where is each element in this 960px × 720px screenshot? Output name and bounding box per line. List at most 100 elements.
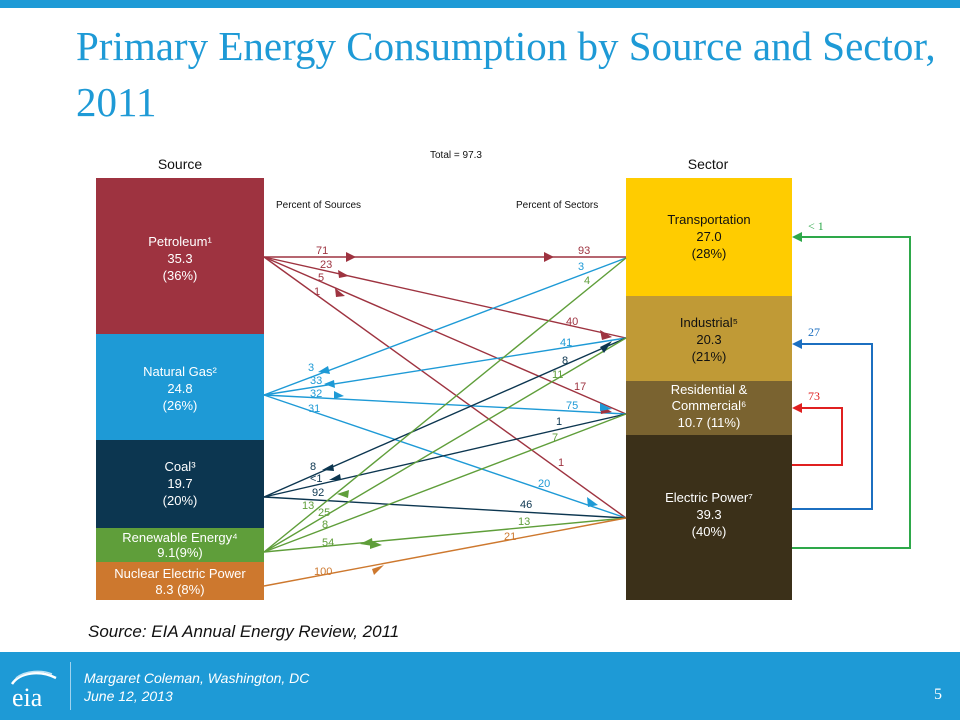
feedback-line-industrial xyxy=(792,343,873,510)
flow-line xyxy=(263,256,627,415)
flow-line xyxy=(263,394,627,519)
flow-line xyxy=(263,256,627,519)
feedback-arrow-transportation xyxy=(792,232,802,242)
flow-label: 20 xyxy=(538,478,550,490)
flow-label: 71 xyxy=(316,245,328,257)
flow-line xyxy=(263,413,627,553)
flow-label: 13 xyxy=(302,500,314,512)
source-box-petroleum xyxy=(96,178,264,334)
footer-bar: eia Margaret Coleman, Washington, DC Jun… xyxy=(0,652,960,720)
coal-name: Coal³ xyxy=(164,459,196,474)
feedback-label-transportation: < 1 xyxy=(808,219,824,233)
source-box-renewable xyxy=(96,528,264,562)
flow-label: 46 xyxy=(520,499,532,511)
feedback-line-transportation xyxy=(792,236,911,549)
petroleum-name: Petroleum¹ xyxy=(148,234,212,249)
sector-box-industrial xyxy=(626,296,792,381)
flow-label: 75 xyxy=(566,400,578,412)
res-com-name: Residential & xyxy=(671,382,748,397)
sector-box-electric-power xyxy=(626,435,792,600)
sector-header: Sector xyxy=(688,156,729,172)
natural-gas-name: Natural Gas² xyxy=(143,364,217,379)
industrial-name: Industrial⁵ xyxy=(680,315,738,330)
petroleum-value: 35.3 xyxy=(167,251,192,266)
eia-logo-text: eia xyxy=(12,683,43,712)
flow-line xyxy=(263,337,627,396)
flow-label: 1 xyxy=(314,286,320,298)
sector-box-residential-commercial xyxy=(626,381,792,435)
source-box-nuclear xyxy=(96,562,264,600)
flow-line xyxy=(263,337,627,498)
flow-label: 21 xyxy=(504,531,516,543)
flow-label: 92 xyxy=(312,487,324,499)
transportation-pct: (28%) xyxy=(692,246,727,261)
industrial-pct: (21%) xyxy=(692,349,727,364)
source-boxes xyxy=(96,178,264,600)
feedback-label-industrial: 27 xyxy=(808,325,820,339)
slide-number: 5 xyxy=(934,686,942,703)
flow-label: 93 xyxy=(578,245,590,257)
coal-value: 19.7 xyxy=(167,476,192,491)
flow-label: 5 xyxy=(318,272,324,284)
renewable-name: Renewable Energy⁴ xyxy=(122,530,237,545)
presenter-name: Margaret Coleman, Washington, DC xyxy=(84,670,310,686)
flow-label: 33 xyxy=(310,375,322,387)
transportation-value: 27.0 xyxy=(696,229,721,244)
transportation-name: Transportation xyxy=(667,212,750,227)
sector-boxes xyxy=(626,178,792,600)
flow-label: 17 xyxy=(574,381,586,393)
flow-label: 54 xyxy=(322,537,334,549)
flow-label: 32 xyxy=(310,388,322,400)
res-com-name-2: Commercial⁶ xyxy=(672,398,747,413)
source-header: Source xyxy=(158,156,203,172)
flow-label: 31 xyxy=(308,403,320,415)
feedback-arrow-industrial xyxy=(792,339,802,349)
flow-label: 8 xyxy=(562,355,568,367)
feedback-line-residential xyxy=(792,407,843,466)
flow-label: 8 xyxy=(322,519,328,531)
flow-line xyxy=(263,413,627,498)
flow-label: 13 xyxy=(518,516,530,528)
flow-label: 11 xyxy=(552,369,563,381)
flow-label: 40 xyxy=(566,316,578,328)
flow-label: 7 xyxy=(552,432,558,444)
eia-logo: eia xyxy=(10,670,57,712)
flow-label: 41 xyxy=(560,337,572,349)
footer-divider xyxy=(70,662,71,710)
natural-gas-pct: (26%) xyxy=(163,398,198,413)
flow-line xyxy=(263,257,627,553)
flow-line xyxy=(263,517,627,553)
slide-title: Primary Energy Consumption by Source and… xyxy=(76,23,936,125)
presentation-date: June 12, 2013 xyxy=(84,688,173,704)
renewable-value: 9.1(9%) xyxy=(157,545,203,560)
industrial-value: 20.3 xyxy=(696,332,721,347)
flow-label: 23 xyxy=(320,259,332,271)
flow-label: 25 xyxy=(318,507,330,519)
electric-power-value: 39.3 xyxy=(696,507,721,522)
petroleum-pct: (36%) xyxy=(163,268,198,283)
feedback-arrow-residential xyxy=(792,403,802,413)
electric-power-name: Electric Power⁷ xyxy=(665,490,753,505)
flow-arrowheads xyxy=(318,252,612,575)
electric-power-pct: (40%) xyxy=(692,524,727,539)
flow-label: 1 xyxy=(558,457,564,469)
natural-gas-value: 24.8 xyxy=(167,381,192,396)
sector-box-transportation xyxy=(626,178,792,296)
source-box-natural-gas xyxy=(96,334,264,440)
feedback-label-residential: 73 xyxy=(808,389,820,403)
flow-label: 3 xyxy=(578,261,584,273)
total-label: Total = 97.3 xyxy=(430,150,482,161)
flow-line xyxy=(263,337,627,553)
source-box-coal xyxy=(96,440,264,528)
flow-label: 4 xyxy=(584,275,590,287)
flow-line xyxy=(263,517,627,587)
flow-line xyxy=(263,256,627,339)
flow-line xyxy=(263,496,627,519)
source-note: Source: EIA Annual Energy Review, 2011 xyxy=(88,622,400,641)
res-com-value: 10.7 (11%) xyxy=(678,415,741,430)
flow-label: 100 xyxy=(314,566,332,578)
flow-label: 8 xyxy=(310,461,316,473)
flow-label: 3 xyxy=(308,362,314,374)
flow-label: <1 xyxy=(310,473,323,485)
percent-of-sectors-label: Percent of Sectors xyxy=(516,200,598,211)
